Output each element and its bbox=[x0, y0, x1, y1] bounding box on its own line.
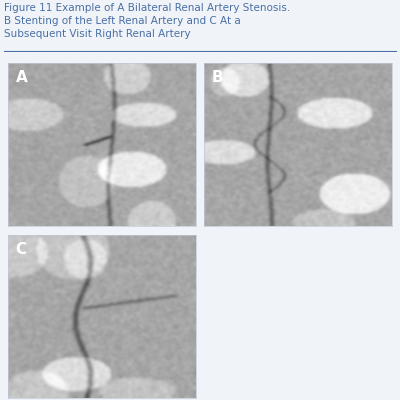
Text: Figure 11 Example of A Bilateral Renal Artery Stenosis.
B Stenting of the Left R: Figure 11 Example of A Bilateral Renal A… bbox=[4, 3, 290, 39]
Text: A: A bbox=[16, 70, 27, 84]
Text: C: C bbox=[16, 242, 27, 256]
Text: B: B bbox=[212, 70, 223, 84]
